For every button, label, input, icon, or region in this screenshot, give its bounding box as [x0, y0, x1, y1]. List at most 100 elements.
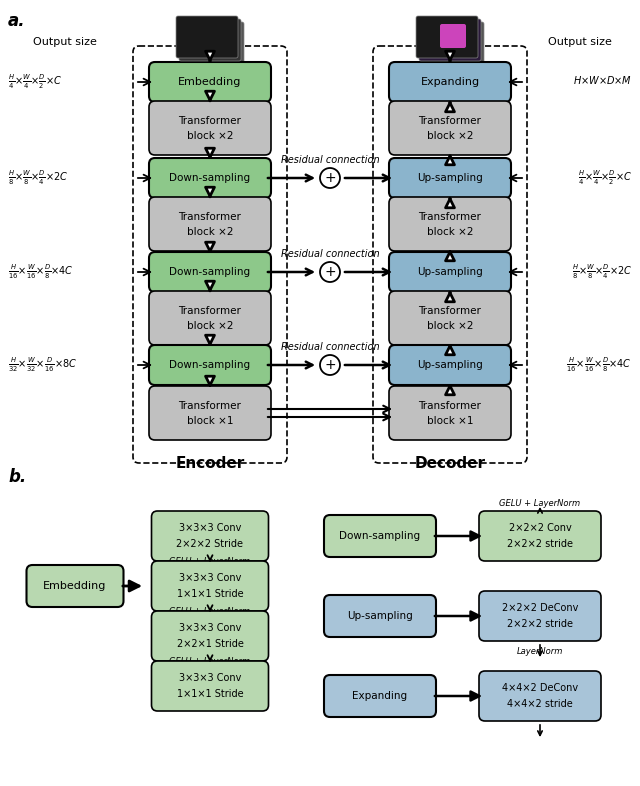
Text: 1×1×1 Stride: 1×1×1 Stride [177, 589, 243, 599]
FancyBboxPatch shape [479, 671, 601, 721]
Text: 2×2×1 Stride: 2×2×1 Stride [177, 639, 243, 649]
Text: Embedding: Embedding [44, 581, 107, 591]
FancyBboxPatch shape [389, 197, 511, 251]
FancyBboxPatch shape [389, 62, 511, 102]
Text: Up-sampling: Up-sampling [347, 611, 413, 621]
FancyBboxPatch shape [416, 16, 478, 58]
Text: Transformer: Transformer [179, 116, 241, 126]
Text: Up-sampling: Up-sampling [417, 267, 483, 277]
Text: +: + [324, 265, 336, 279]
Text: +: + [324, 171, 336, 185]
Text: Transformer: Transformer [419, 306, 481, 316]
Text: +: + [324, 358, 336, 372]
Text: $\frac{H}{8}{\times}\frac{W}{8}{\times}\frac{D}{4}{\times}2C$: $\frac{H}{8}{\times}\frac{W}{8}{\times}\… [572, 263, 632, 281]
Text: Residual connection: Residual connection [281, 249, 380, 259]
Text: Transformer: Transformer [179, 306, 241, 316]
FancyBboxPatch shape [324, 675, 436, 717]
Text: Residual connection: Residual connection [281, 342, 380, 352]
Text: a.: a. [8, 12, 26, 30]
FancyBboxPatch shape [149, 345, 271, 385]
FancyBboxPatch shape [176, 16, 238, 58]
Text: $\frac{H}{4}{\times}\frac{W}{4}{\times}\frac{D}{2}{\times}C$: $\frac{H}{4}{\times}\frac{W}{4}{\times}\… [578, 169, 632, 187]
Text: 2×2×2 DeConv: 2×2×2 DeConv [502, 603, 578, 613]
Text: Down-sampling: Down-sampling [170, 267, 251, 277]
FancyBboxPatch shape [389, 101, 511, 155]
FancyBboxPatch shape [26, 565, 124, 607]
Text: Expanding: Expanding [420, 77, 479, 87]
Text: Down-sampling: Down-sampling [339, 531, 420, 541]
Text: block ×1: block ×1 [427, 416, 473, 426]
Text: LayerNorm: LayerNorm [517, 648, 563, 656]
Text: Encoder: Encoder [175, 456, 244, 471]
Text: Down-sampling: Down-sampling [170, 360, 251, 370]
Text: 4×4×2 DeConv: 4×4×2 DeConv [502, 683, 578, 693]
FancyBboxPatch shape [149, 291, 271, 345]
Text: 1×1×1 Stride: 1×1×1 Stride [177, 689, 243, 699]
FancyBboxPatch shape [149, 158, 271, 198]
Text: b.: b. [8, 468, 26, 486]
Text: block ×1: block ×1 [187, 416, 233, 426]
FancyBboxPatch shape [324, 515, 436, 557]
FancyBboxPatch shape [389, 386, 511, 440]
Text: Up-sampling: Up-sampling [417, 173, 483, 183]
FancyBboxPatch shape [389, 345, 511, 385]
Text: $\frac{H}{16}{\times}\frac{W}{16}{\times}\frac{D}{8}{\times}4C$: $\frac{H}{16}{\times}\frac{W}{16}{\times… [8, 263, 74, 281]
Text: block ×2: block ×2 [187, 131, 233, 141]
FancyBboxPatch shape [440, 24, 466, 48]
FancyBboxPatch shape [149, 197, 271, 251]
Circle shape [320, 262, 340, 282]
Text: block ×2: block ×2 [427, 131, 473, 141]
Text: Residual connection: Residual connection [281, 155, 380, 165]
Text: Decoder: Decoder [415, 456, 486, 471]
Text: Output size: Output size [548, 37, 612, 47]
Text: block ×2: block ×2 [187, 227, 233, 237]
FancyBboxPatch shape [149, 386, 271, 440]
FancyBboxPatch shape [419, 19, 481, 61]
FancyBboxPatch shape [324, 595, 436, 637]
Text: Transformer: Transformer [179, 212, 241, 222]
FancyBboxPatch shape [389, 158, 511, 198]
Text: Down-sampling: Down-sampling [170, 173, 251, 183]
FancyBboxPatch shape [152, 661, 269, 711]
FancyBboxPatch shape [479, 511, 601, 561]
FancyBboxPatch shape [389, 252, 511, 292]
Text: 2×2×2 Stride: 2×2×2 Stride [177, 539, 243, 549]
FancyBboxPatch shape [182, 22, 244, 64]
Text: block ×2: block ×2 [427, 321, 473, 331]
Text: 3×3×3 Conv: 3×3×3 Conv [179, 523, 241, 533]
Text: 3×3×3 Conv: 3×3×3 Conv [179, 573, 241, 583]
FancyBboxPatch shape [389, 291, 511, 345]
Text: 3×3×3 Conv: 3×3×3 Conv [179, 623, 241, 633]
Text: 2×2×2 Conv: 2×2×2 Conv [509, 523, 572, 533]
Text: block ×2: block ×2 [427, 227, 473, 237]
FancyBboxPatch shape [149, 252, 271, 292]
Text: Output size: Output size [33, 37, 97, 47]
Text: 2×2×2 stride: 2×2×2 stride [507, 619, 573, 629]
Text: Expanding: Expanding [353, 691, 408, 701]
Text: $H{\times}W{\times}D{\times}M$: $H{\times}W{\times}D{\times}M$ [573, 74, 632, 86]
Text: Transformer: Transformer [419, 401, 481, 411]
Circle shape [320, 355, 340, 375]
Text: GELU + LayerNorm: GELU + LayerNorm [170, 656, 251, 666]
Circle shape [320, 168, 340, 188]
FancyBboxPatch shape [149, 101, 271, 155]
FancyBboxPatch shape [152, 561, 269, 611]
Text: $\frac{H}{32}{\times}\frac{W}{32}{\times}\frac{D}{16}{\times}8C$: $\frac{H}{32}{\times}\frac{W}{32}{\times… [8, 356, 77, 374]
Text: block ×2: block ×2 [187, 321, 233, 331]
Text: Transformer: Transformer [419, 116, 481, 126]
Text: $\frac{H}{4}{\times}\frac{W}{4}{\times}\frac{D}{2}{\times}C$: $\frac{H}{4}{\times}\frac{W}{4}{\times}\… [8, 73, 62, 91]
Text: 3×3×3 Conv: 3×3×3 Conv [179, 673, 241, 683]
Text: 4×4×2 stride: 4×4×2 stride [507, 699, 573, 709]
Text: 2×2×2 stride: 2×2×2 stride [507, 539, 573, 549]
Text: Transformer: Transformer [179, 401, 241, 411]
FancyBboxPatch shape [152, 511, 269, 561]
Text: GELU + LayerNorm: GELU + LayerNorm [499, 499, 580, 509]
FancyBboxPatch shape [479, 591, 601, 641]
FancyBboxPatch shape [149, 62, 271, 102]
Text: $\frac{H}{16}{\times}\frac{W}{16}{\times}\frac{D}{8}{\times}4C$: $\frac{H}{16}{\times}\frac{W}{16}{\times… [566, 356, 632, 374]
Text: Transformer: Transformer [419, 212, 481, 222]
Text: Up-sampling: Up-sampling [417, 360, 483, 370]
Text: $\frac{H}{8}{\times}\frac{W}{8}{\times}\frac{D}{4}{\times}2C$: $\frac{H}{8}{\times}\frac{W}{8}{\times}\… [8, 169, 68, 187]
FancyBboxPatch shape [152, 611, 269, 661]
Text: GELU + LayerNorm: GELU + LayerNorm [170, 607, 251, 615]
